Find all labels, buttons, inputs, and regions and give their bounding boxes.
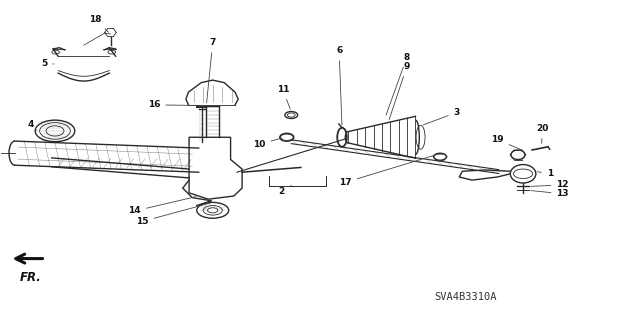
Text: 16: 16 [148, 100, 199, 109]
Text: 3: 3 [423, 108, 460, 125]
Text: 15: 15 [136, 203, 210, 226]
Text: 2: 2 [278, 186, 291, 196]
Text: 20: 20 [536, 124, 548, 143]
Text: 1: 1 [538, 169, 553, 178]
Text: 13: 13 [531, 189, 569, 198]
Text: 7: 7 [207, 38, 216, 103]
Text: 8: 8 [386, 53, 410, 115]
Text: 19: 19 [492, 135, 522, 150]
Text: 12: 12 [531, 181, 569, 189]
Text: 9: 9 [389, 62, 410, 119]
Text: 17: 17 [339, 154, 437, 187]
Text: 11: 11 [276, 85, 291, 109]
Text: 5: 5 [41, 59, 54, 68]
Text: 10: 10 [253, 138, 282, 149]
Text: 18: 18 [89, 15, 109, 32]
Text: SVA4B3310A: SVA4B3310A [435, 292, 497, 302]
Text: 6: 6 [336, 46, 342, 125]
Text: FR.: FR. [20, 271, 42, 284]
Text: 4: 4 [28, 120, 37, 131]
Text: 14: 14 [129, 197, 196, 215]
